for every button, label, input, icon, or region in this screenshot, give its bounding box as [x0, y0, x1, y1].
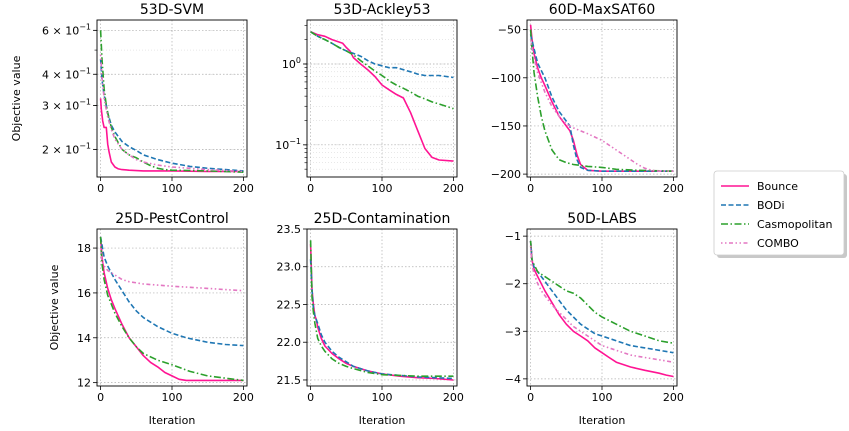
legend: Bounce BODi Casmopolitan COMBO	[713, 170, 847, 258]
x-tick-label: 0	[97, 182, 104, 195]
y-tick-label: −50	[498, 24, 521, 37]
panel-1: 0 100 200 6 × 10−1 4 × 10−1 3 × 10−1 2 × 10−1 5…	[10, 2, 254, 195]
y-tick-label: 6 × 10−1	[42, 22, 91, 37]
series-line-bodi	[99, 236, 244, 347]
x-tick-label: 100	[162, 391, 183, 404]
series-line-bodi	[99, 59, 244, 172]
y-tick-label: 16	[77, 287, 91, 300]
axes-frame	[306, 19, 458, 178]
panel-4: 0 100 200 18 16 14 12 25D-PestControl Iteration O…	[48, 211, 254, 427]
x-tick-label: 100	[592, 391, 613, 404]
x-axis-label: Iteration	[149, 414, 196, 427]
x-tick-label: 0	[97, 391, 104, 404]
series-line-bounce	[99, 236, 244, 382]
chart-title: 60D-MaxSAT60	[549, 2, 656, 18]
x-tick-label: 0	[307, 182, 314, 195]
y-tick-label: −100	[491, 72, 521, 85]
y-tick-label: 22.5	[277, 298, 302, 311]
axes-frame	[526, 19, 678, 178]
x-tick-label: 100	[372, 391, 393, 404]
x-tick-label: 200	[663, 391, 684, 404]
y-tick-label: 23.5	[277, 223, 302, 236]
legend-box	[713, 170, 845, 256]
y-tick-label: −2	[505, 278, 521, 291]
panel-6: 0 100 200 −1 −2 −3 −4 50D-LABS Iteration	[505, 211, 684, 427]
y-tick-label: −4	[505, 373, 521, 386]
y-tick-label: 14	[77, 332, 91, 345]
series-line-casmopolitan	[310, 31, 454, 110]
y-tick-label: −200	[491, 168, 521, 181]
y-tick-label: 12	[77, 377, 91, 390]
y-tick-label: −3	[505, 325, 521, 338]
x-tick-label: 100	[372, 182, 393, 195]
x-tick-label: 200	[233, 182, 254, 195]
axes-frame	[526, 228, 678, 387]
x-tick-label: 200	[233, 391, 254, 404]
series-line-combo	[529, 245, 674, 363]
axes-frame	[306, 228, 458, 387]
x-tick-label: 200	[663, 182, 684, 195]
y-tick-label: 3 × 10−1	[42, 97, 91, 112]
series-line-casmopolitan	[99, 236, 244, 382]
axes-frame	[96, 228, 248, 387]
axes-frame	[96, 19, 248, 178]
legend-label: BODi	[757, 199, 785, 212]
y-axis-label: Objective value	[48, 264, 61, 350]
y-tick-label: 22.0	[277, 336, 302, 349]
x-axis-label: Iteration	[359, 414, 406, 427]
x-tick-label: 0	[307, 391, 314, 404]
x-tick-label: 100	[592, 182, 613, 195]
x-tick-label: 200	[443, 391, 464, 404]
series-line-bounce	[310, 31, 454, 162]
x-tick-label: 0	[527, 391, 534, 404]
legend-label: Casmopolitan	[757, 218, 832, 231]
legend-label: Bounce	[757, 180, 798, 193]
y-axis-label: Objective value	[10, 55, 23, 141]
chart-title: 25D-Contamination	[314, 211, 451, 227]
x-tick-label: 0	[527, 182, 534, 195]
chart-title: 53D-Ackley53	[333, 2, 430, 18]
x-tick-label: 200	[443, 182, 464, 195]
series-line-casmopolitan	[309, 240, 454, 378]
y-tick-label: 10−1	[275, 137, 301, 152]
y-tick-label: 100	[282, 56, 301, 71]
series-line-bounce	[99, 98, 244, 173]
y-tick-label: −1	[505, 230, 521, 243]
series-line-bounce	[529, 24, 674, 172]
chart-title: 53D-SVM	[140, 2, 204, 18]
y-tick-label: 18	[77, 242, 91, 255]
y-tick-label: 23.0	[277, 261, 302, 274]
legend-label: COMBO	[757, 237, 799, 250]
series-line-bounce	[529, 240, 674, 378]
x-axis-label: Iteration	[579, 414, 626, 427]
x-tick-label: 100	[162, 182, 183, 195]
panel-2: 0 100 200 100 10−1 53D-Ackley53	[275, 2, 464, 195]
chart-title: 50D-LABS	[567, 211, 637, 227]
series-line-casmopolitan	[99, 30, 244, 173]
series-line-bodi	[309, 259, 454, 380]
series-line-combo	[529, 39, 674, 172]
panel-3: 0 100 200 −50 −100 −150 −200 60D-MaxSAT60	[491, 2, 684, 195]
series-line-casmopolitan	[529, 240, 674, 344]
y-tick-label: 21.5	[277, 374, 302, 387]
y-tick-label: 4 × 10−1	[42, 66, 91, 81]
y-tick-label: −150	[491, 120, 521, 133]
series-line-combo	[99, 54, 244, 173]
chart-title: 25D-PestControl	[115, 211, 229, 227]
panel-5: 0 100 200 23.5 23.0 22.5 22.0 21.5 25D-Contamina…	[277, 211, 464, 427]
y-tick-label: 2 × 10−1	[42, 141, 91, 156]
